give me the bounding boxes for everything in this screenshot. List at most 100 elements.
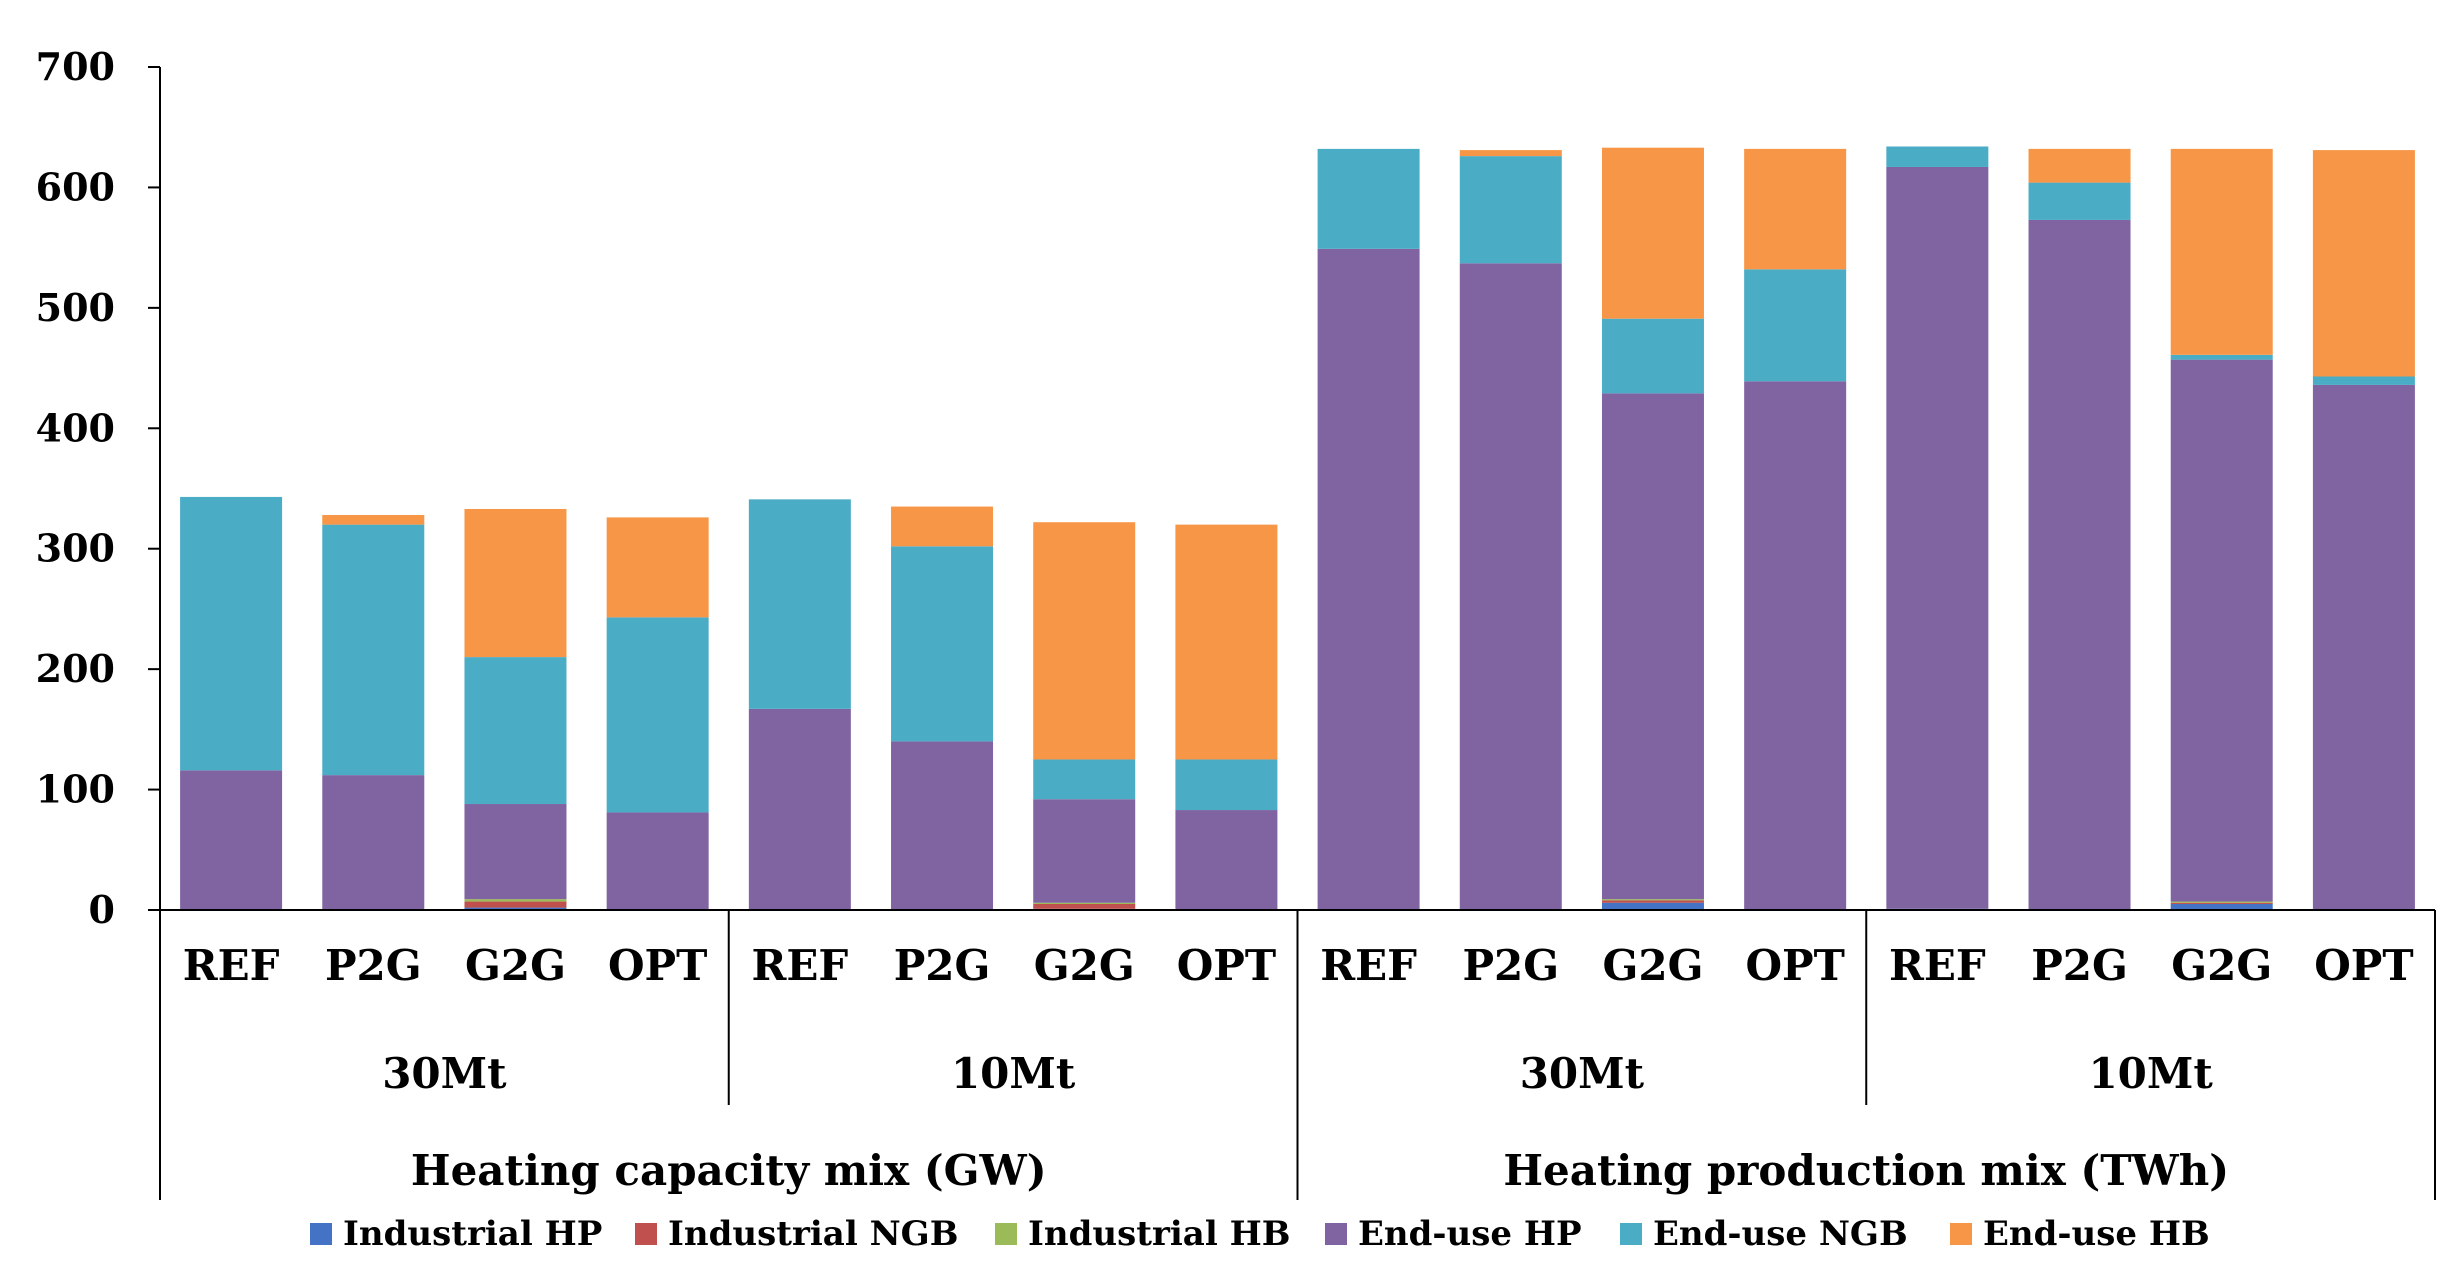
bar-stacks [180, 146, 2415, 911]
y-tick-label: 0 [89, 887, 115, 932]
bar-stack-10 [1459, 150, 1562, 910]
bar-segment-end-use-hp [322, 775, 425, 910]
bar-segment-end-use-ngb [1317, 148, 1420, 249]
bar-segment-industrial-ngb [2170, 902, 2273, 904]
bar-segment-industrial-hp [2170, 903, 2273, 910]
bar-stack-8 [1175, 524, 1278, 910]
x-category-label: OPT [608, 941, 707, 990]
x-group-label: 10Mt [2088, 1049, 2213, 1098]
bar-segment-end-use-ngb [2028, 182, 2131, 220]
bar-stack-14 [2028, 148, 2131, 911]
bar-segment-industrial-hp [1601, 902, 1704, 910]
legend-label: Industrial HB [1028, 1214, 1290, 1254]
y-tick-label: 700 [36, 44, 115, 89]
bar-segment-end-use-hb [1033, 522, 1136, 760]
bar-segment-end-use-hp [1459, 263, 1562, 910]
y-tick-label: 100 [36, 767, 115, 812]
bar-segment-end-use-hb [2312, 150, 2415, 377]
x-group-label: 30Mt [382, 1049, 507, 1098]
bar-segment-end-use-hb [891, 506, 994, 547]
bar-segment-end-use-hp [464, 804, 567, 900]
legend-label: Industrial NGB [668, 1214, 958, 1254]
legend-swatch [1950, 1223, 1972, 1245]
bar-segment-end-use-ngb [891, 546, 994, 742]
bar-segment-end-use-hp [180, 770, 283, 910]
bar-stack-15 [2170, 148, 2273, 910]
bar-segment-end-use-ngb [1033, 759, 1136, 800]
bar-segment-end-use-ngb [2170, 354, 2273, 360]
bar-segment-end-use-hp [1744, 381, 1847, 910]
bar-segment-end-use-hp [1033, 799, 1136, 903]
bar-stack-9 [1317, 148, 1420, 910]
bar-segment-industrial-ngb [464, 901, 567, 908]
bar-segment-industrial-ngb [1601, 900, 1704, 903]
x-category-label: OPT [1177, 941, 1276, 990]
legend-item-end-use-hb: End-use HB [1950, 1214, 2210, 1254]
bar-segment-end-use-hb [322, 514, 425, 525]
x-category-label: OPT [2314, 941, 2413, 990]
bar-stack-4 [606, 517, 709, 910]
x-category-label: REF [1320, 941, 1417, 990]
legend-swatch [1620, 1223, 1642, 1245]
legend-item-industrial-ngb: Industrial NGB [635, 1214, 958, 1254]
legend-label: End-use NGB [1653, 1214, 1908, 1254]
legend-item-industrial-hp: Industrial HP [310, 1214, 602, 1254]
legend-label: Industrial HP [343, 1214, 602, 1254]
legend-label: End-use HB [1983, 1214, 2210, 1254]
bar-stack-1 [180, 496, 283, 910]
bar-segment-end-use-hp [2312, 384, 2415, 911]
x-category-label: REF [751, 941, 848, 990]
bar-segment-end-use-hb [1175, 524, 1278, 760]
bar-segment-industrial-hb [1601, 899, 1704, 901]
legend-label: End-use HP [1358, 1214, 1582, 1254]
bar-segment-end-use-ngb [1601, 318, 1704, 394]
bar-segment-end-use-hp [2170, 359, 2273, 902]
legend-swatch [310, 1223, 332, 1245]
bar-segment-end-use-hb [2028, 148, 2131, 183]
legend-item-end-use-hp: End-use HP [1325, 1214, 1582, 1254]
y-axis: 0 100 200 300 400 500 600 700 [36, 44, 161, 932]
y-tick-label: 400 [36, 405, 115, 450]
bar-segment-end-use-ngb [1459, 156, 1562, 264]
bar-segment-end-use-hp [1886, 166, 1989, 909]
bar-segment-end-use-ngb [2312, 376, 2415, 385]
bar-segment-industrial-hb [1033, 902, 1136, 904]
bar-segment-end-use-ngb [748, 499, 851, 709]
bar-segment-end-use-ngb [1886, 146, 1989, 167]
bar-stack-12 [1744, 148, 1847, 910]
bar-segment-end-use-hb [464, 508, 567, 658]
bar-stack-13 [1886, 146, 1989, 910]
bar-segment-end-use-hp [606, 812, 709, 910]
bar-segment-industrial-hb [2170, 901, 2273, 903]
bar-segment-end-use-hp [891, 741, 994, 910]
legend: Industrial HP Industrial NGB Industrial HB… [310, 1214, 2210, 1254]
x-category-label: P2G [2031, 941, 2128, 990]
x-category-label: G2G [2171, 941, 2272, 990]
legend-swatch [1325, 1223, 1347, 1245]
legend-item-industrial-hb: Industrial HB [995, 1214, 1290, 1254]
bar-segment-industrial-hp [464, 907, 567, 910]
y-tick-label: 200 [36, 646, 115, 691]
y-tick-label: 500 [36, 285, 115, 330]
bar-segment-end-use-ngb [180, 496, 283, 771]
legend-swatch [995, 1223, 1017, 1245]
bar-stack-2 [322, 514, 425, 910]
legend-swatch [635, 1223, 657, 1245]
bar-segment-end-use-hp [1175, 810, 1278, 910]
x-category-label: REF [1889, 941, 1986, 990]
bar-segment-end-use-hp [1601, 393, 1704, 900]
bar-segment-end-use-hb [1744, 148, 1847, 270]
x-category-label: OPT [1745, 941, 1844, 990]
bar-segment-end-use-hp [748, 708, 851, 910]
x-category-label: P2G [325, 941, 422, 990]
x-section-label: Heating capacity mix (GW) [411, 1146, 1047, 1195]
bar-segment-end-use-hb [2170, 148, 2273, 355]
x-category-label: G2G [1602, 941, 1703, 990]
legend-item-end-use-ngb: End-use NGB [1620, 1214, 1908, 1254]
bar-segment-end-use-hb [1459, 150, 1562, 157]
bar-segment-end-use-hp [2028, 219, 2131, 911]
bar-segment-end-use-ngb [322, 524, 425, 776]
bar-stack-16 [2312, 150, 2415, 911]
bar-segment-end-use-hb [1601, 147, 1704, 319]
